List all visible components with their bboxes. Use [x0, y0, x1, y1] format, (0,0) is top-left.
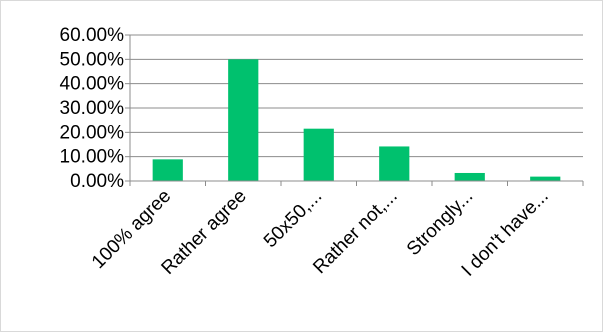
y-tick-label: 50.00%	[60, 49, 125, 70]
y-tick-label: 0.00%	[70, 171, 124, 192]
bar	[228, 59, 259, 182]
y-tick-label: 60.00%	[60, 25, 125, 46]
bar	[454, 172, 485, 181]
y-tick-label: 20.00%	[60, 122, 125, 143]
bar	[152, 159, 183, 181]
bar	[530, 176, 561, 181]
gridlines	[125, 34, 583, 182]
bar	[303, 128, 334, 181]
axes	[129, 35, 584, 186]
y-tick-label: 10.00%	[60, 147, 125, 168]
bars	[152, 59, 561, 182]
bar	[379, 146, 410, 181]
y-tick-labels: 0.00% 10.00% 20.00% 30.00% 40.00% 50.00% 60.00…	[60, 25, 125, 192]
y-tick-label: 40.00%	[60, 74, 125, 95]
y-tick-label: 30.00%	[60, 98, 125, 119]
